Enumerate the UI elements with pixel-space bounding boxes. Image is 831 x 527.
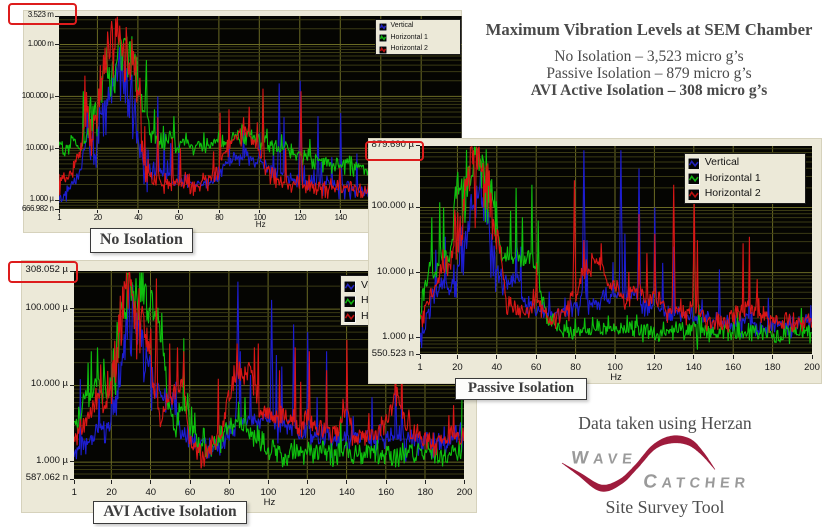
svg-text:CATCHER: CATCHER [642,472,751,493]
svg-text:WAVE: WAVE [570,448,638,468]
